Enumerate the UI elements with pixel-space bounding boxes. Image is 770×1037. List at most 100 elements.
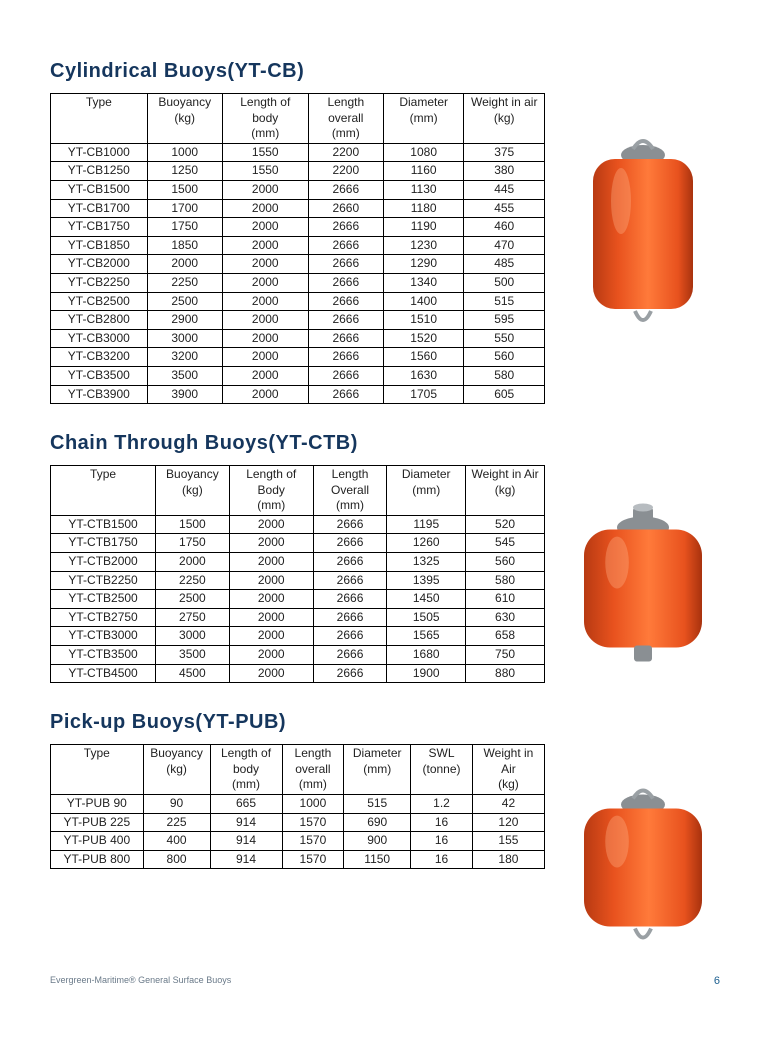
- table-cell: 2000: [229, 553, 313, 572]
- table-cell: YT-CB1250: [51, 162, 148, 181]
- section-title-pickup: Pick-up Buoys(YT-PUB): [50, 711, 720, 734]
- table-cell: YT-CB1000: [51, 143, 148, 162]
- buoy-icon: [568, 123, 718, 333]
- buoy-image-chain: [565, 465, 720, 670]
- table-cell: 1550: [222, 162, 308, 181]
- table-header: Type: [51, 745, 144, 795]
- table-row: YT-CTB30003000200026661565658: [51, 627, 545, 646]
- table-row: YT-CTB17501750200026661260545: [51, 534, 545, 553]
- table-header: Length overall(mm): [282, 745, 344, 795]
- table-cell: 470: [464, 236, 545, 255]
- table-cell: 1190: [383, 218, 464, 237]
- table-cell: 914: [210, 850, 282, 869]
- table-header: SWL(tonne): [411, 745, 473, 795]
- table-cell: 1570: [282, 850, 344, 869]
- table-cell: 2250: [156, 571, 230, 590]
- table-cell: 880: [466, 664, 545, 683]
- table-cell: 2660: [308, 199, 383, 218]
- table-cell: YT-CB3900: [51, 385, 148, 404]
- section-title-cylindrical: Cylindrical Buoys(YT-CB): [50, 60, 720, 83]
- table-cell: 2000: [222, 218, 308, 237]
- table-cell: 1570: [282, 832, 344, 851]
- table-cell: 225: [143, 813, 210, 832]
- table-header: Weight in Air(kg): [472, 745, 544, 795]
- table-cell: 2000: [222, 236, 308, 255]
- table-cell: 750: [466, 646, 545, 665]
- table-cell: 2000: [229, 646, 313, 665]
- table-cell: YT-CTB2250: [51, 571, 156, 590]
- table-row: YT-CB17001700200026601180455: [51, 199, 545, 218]
- table-header: Length of body(mm): [210, 745, 282, 795]
- table-cell: YT-PUB 90: [51, 795, 144, 814]
- table-cell: 560: [464, 348, 545, 367]
- table-cell: 2000: [222, 292, 308, 311]
- page-number: 6: [714, 975, 720, 987]
- table-cell: YT-CB1750: [51, 218, 148, 237]
- table-header: Length overall(mm): [308, 94, 383, 144]
- table-cell: 2000: [229, 534, 313, 553]
- buoy-image-cylindrical: [565, 93, 720, 333]
- table-cell: YT-CB3500: [51, 366, 148, 385]
- table-cell: 2666: [308, 385, 383, 404]
- table-cell: 2000: [229, 608, 313, 627]
- table-header: Length of Body(mm): [229, 466, 313, 516]
- table-cell: 1570: [282, 813, 344, 832]
- table-cell: 550: [464, 329, 545, 348]
- table-cell: 2666: [313, 646, 387, 665]
- table-cell: YT-CB2800: [51, 311, 148, 330]
- table-cell: 1080: [383, 143, 464, 162]
- table-cell: 3000: [156, 627, 230, 646]
- table-cell: 1750: [147, 218, 222, 237]
- table-header: Buoyancy(kg): [156, 466, 230, 516]
- table-cell: 16: [411, 850, 473, 869]
- table-cell: 1520: [383, 329, 464, 348]
- table-cell: YT-CB2000: [51, 255, 148, 274]
- table-cell: 1565: [387, 627, 466, 646]
- table-cell: YT-CTB3500: [51, 646, 156, 665]
- table-cell: 2666: [313, 571, 387, 590]
- table-header: Diameter(mm): [383, 94, 464, 144]
- table-row: YT-CB17501750200026661190460: [51, 218, 545, 237]
- table-cell: 1400: [383, 292, 464, 311]
- table-header: Type: [51, 94, 148, 144]
- table-cell: YT-CB3200: [51, 348, 148, 367]
- table-cell: 1160: [383, 162, 464, 181]
- table-pickup: TypeBuoyancy(kg)Length of body(mm)Length…: [50, 744, 545, 869]
- table-cell: 560: [466, 553, 545, 572]
- table-cell: 1395: [387, 571, 466, 590]
- table-cell: 1510: [383, 311, 464, 330]
- table-cell: 1900: [387, 664, 466, 683]
- section-chain: Chain Through Buoys(YT-CTB) TypeBuoyancy…: [50, 432, 720, 683]
- table-cell: 2000: [222, 366, 308, 385]
- footer: Evergreen-Maritime® General Surface Buoy…: [50, 975, 720, 987]
- table-cell: YT-CTB2750: [51, 608, 156, 627]
- table-cell: 2000: [222, 348, 308, 367]
- table-cell: 545: [466, 534, 545, 553]
- table-cell: YT-CTB4500: [51, 664, 156, 683]
- table-cell: 1850: [147, 236, 222, 255]
- table-cell: 445: [464, 180, 545, 199]
- table-cell: YT-PUB 800: [51, 850, 144, 869]
- table-row: YT-CB35003500200026661630580: [51, 366, 545, 385]
- table-row: YT-CB12501250155022001160380: [51, 162, 545, 181]
- table-row: YT-CTB15001500200026661195520: [51, 515, 545, 534]
- table-row: YT-CB15001500200026661130445: [51, 180, 545, 199]
- table-cell: 1290: [383, 255, 464, 274]
- table-header: Diameter(mm): [387, 466, 466, 516]
- table-row: YT-CTB25002500200026661450610: [51, 590, 545, 609]
- table-row: YT-CB39003900200026661705605: [51, 385, 545, 404]
- table-cell: 1750: [156, 534, 230, 553]
- table-cell: 400: [143, 832, 210, 851]
- table-cell: 375: [464, 143, 545, 162]
- table-cell: 1130: [383, 180, 464, 199]
- table-cell: 1560: [383, 348, 464, 367]
- table-cell: 605: [464, 385, 545, 404]
- table-row: YT-CTB35003500200026661680750: [51, 646, 545, 665]
- table-cell: 1500: [156, 515, 230, 534]
- table-cell: 2666: [308, 366, 383, 385]
- table-cell: 4500: [156, 664, 230, 683]
- table-cell: 16: [411, 832, 473, 851]
- table-cell: 1705: [383, 385, 464, 404]
- table-cell: 3200: [147, 348, 222, 367]
- table-cell: 2666: [313, 590, 387, 609]
